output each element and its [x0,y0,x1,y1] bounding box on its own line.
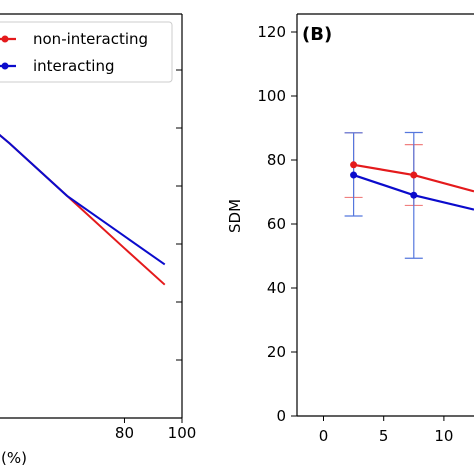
right-ticks-group: 0 20 40 60 80 100 120 0 5 10 [257,23,453,445]
legend-box [0,21,173,83]
right-point-1-1 [410,191,418,199]
left-x-tick-labels: 80 100 [115,424,196,442]
right-point-1-0 [350,171,358,179]
right-y-axis-title: SDM [226,199,244,233]
legend-marker-interacting [1,62,9,70]
left-panel: 80 100 (%) non-interacting interacting [0,13,196,467]
legend-label-interacting: interacting [33,57,114,75]
right-series-group [344,131,474,259]
legend-label-non-interacting: non-interacting [33,30,148,48]
legend: non-interacting interacting [0,21,173,83]
left-x-axis-title: (%) [1,449,27,467]
left-series-group [0,134,166,286]
left-series-line-1 [0,134,166,266]
right-y-tick-label-2: 40 [267,279,286,297]
right-y-tick-label-5: 100 [257,87,286,105]
right-y-tick-label-4: 80 [267,151,286,169]
panel-label-b: (B) [302,24,332,45]
right-y-tick-label-3: 60 [267,215,286,233]
left-series-line-0 [0,134,166,286]
right-x-tick-label-1: 5 [379,427,389,445]
left-x-tick-label-1: 100 [168,424,197,442]
right-point-0-0 [350,161,358,169]
right-y-tick-label-1: 20 [267,343,286,361]
right-y-tick-label-6: 120 [257,23,286,41]
right-panel: 0 20 40 60 80 100 120 0 5 10 (B) SDM [226,13,474,445]
left-ticks-group [123,13,183,423]
right-y-tick-label-0: 0 [276,407,286,425]
legend-marker-non-interacting [1,35,9,43]
left-x-tick-label-0: 80 [115,424,134,442]
right-x-tick-label-2: 10 [434,427,453,445]
right-x-tick-label-0: 0 [319,427,329,445]
right-point-0-1 [410,171,418,179]
